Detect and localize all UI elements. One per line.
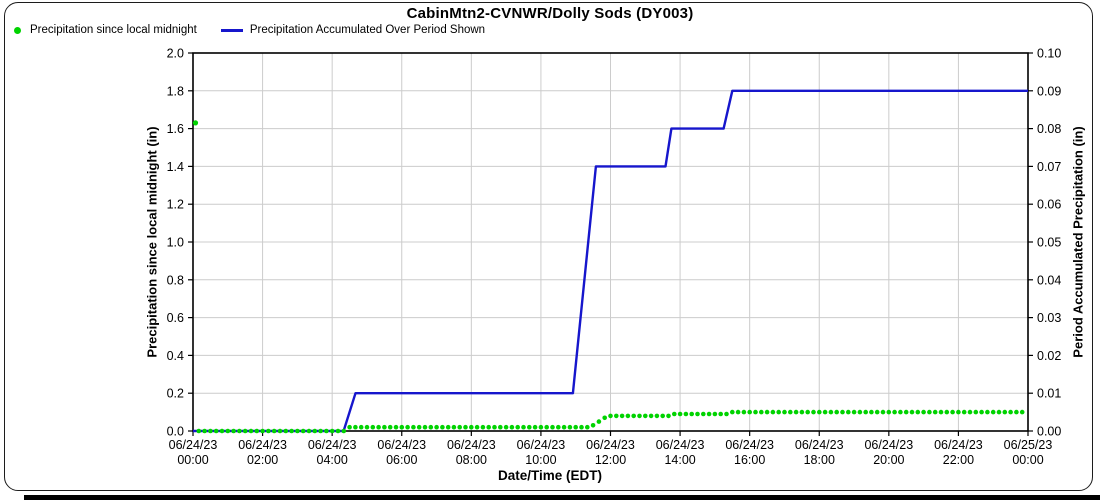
- svg-text:06/24/23: 06/24/23: [795, 438, 844, 452]
- accumulated-precip-line: [193, 89, 1028, 433]
- svg-text:06/24/23: 06/24/23: [656, 438, 705, 452]
- svg-text:14:00: 14:00: [664, 453, 695, 467]
- svg-text:0.09: 0.09: [1037, 84, 1061, 98]
- svg-text:22:00: 22:00: [943, 453, 974, 467]
- green-dot-icon: [14, 26, 21, 34]
- x-axis-label: Date/Time (EDT): [497, 468, 603, 483]
- svg-text:06/24/23: 06/24/23: [308, 438, 357, 452]
- legend-label-since-midnight: Precipitation since local midnight: [30, 24, 197, 36]
- svg-text:1.0: 1.0: [167, 236, 184, 250]
- gridlines: [193, 53, 1028, 431]
- svg-text:0.08: 0.08: [1037, 122, 1061, 136]
- svg-text:0.05: 0.05: [1037, 236, 1061, 250]
- y-right-tick-labels: 0.00 0.01 0.02 0.03 0.04 0.05 0.06 0.07 0.08 0.09…: [1037, 47, 1061, 439]
- svg-text:06/24/23: 06/24/23: [934, 438, 983, 452]
- svg-text:00:00: 00:00: [177, 453, 208, 467]
- svg-text:0.03: 0.03: [1037, 311, 1061, 325]
- svg-text:1.6: 1.6: [167, 122, 184, 136]
- chart-frame: [4, 2, 1093, 491]
- svg-text:06/24/23: 06/24/23: [169, 438, 218, 452]
- svg-text:16:00: 16:00: [734, 453, 765, 467]
- svg-text:06:00: 06:00: [386, 453, 417, 467]
- svg-text:1.8: 1.8: [167, 84, 184, 98]
- svg-text:1.2: 1.2: [167, 198, 184, 212]
- svg-text:06/24/23: 06/24/23: [238, 438, 287, 452]
- svg-text:12:00: 12:00: [595, 453, 626, 467]
- midnight-outlier-dot: [192, 120, 199, 126]
- y-left-tick-labels: 0.0 0.2 0.4 0.6 0.8 1.0 1.2 1.4 1.6 1.8 2.0: [167, 47, 184, 439]
- svg-text:0.07: 0.07: [1037, 160, 1061, 174]
- legend: Precipitation since local midnight Preci…: [12, 24, 485, 36]
- svg-text:06/24/23: 06/24/23: [377, 438, 426, 452]
- svg-text:06/24/23: 06/24/23: [725, 438, 774, 452]
- svg-text:0.02: 0.02: [1037, 349, 1061, 363]
- svg-text:06/25/23: 06/25/23: [1004, 438, 1053, 452]
- svg-text:0.6: 0.6: [167, 311, 184, 325]
- svg-text:04:00: 04:00: [317, 453, 348, 467]
- svg-text:06/24/23: 06/24/23: [517, 438, 566, 452]
- svg-text:0.10: 0.10: [1037, 47, 1061, 61]
- svg-text:0.8: 0.8: [167, 273, 184, 287]
- svg-text:1.4: 1.4: [167, 160, 184, 174]
- since-midnight-dots: [192, 120, 1025, 434]
- svg-text:0.01: 0.01: [1037, 387, 1061, 401]
- svg-text:0.2: 0.2: [167, 387, 184, 401]
- svg-text:06/24/23: 06/24/23: [447, 438, 496, 452]
- x-tick-labels: 06/24/2300:0006/24/2302:0006/24/2304:000…: [169, 438, 1053, 467]
- svg-text:0.06: 0.06: [1037, 198, 1061, 212]
- blue-line-icon: [220, 28, 243, 32]
- chart-title: CabinMtn2-CVNWR/Dolly Sods (DY003): [406, 5, 694, 22]
- axis-ticks: [188, 52, 1033, 436]
- svg-text:0.4: 0.4: [167, 349, 184, 363]
- svg-text:20:00: 20:00: [873, 453, 904, 467]
- svg-text:2.0: 2.0: [167, 47, 184, 61]
- svg-text:10:00: 10:00: [525, 453, 556, 467]
- svg-text:06/24/23: 06/24/23: [586, 438, 635, 452]
- svg-text:06/24/23: 06/24/23: [864, 438, 913, 452]
- svg-text:0.0: 0.0: [167, 425, 184, 439]
- svg-text:02:00: 02:00: [247, 453, 278, 467]
- svg-text:0.04: 0.04: [1037, 273, 1061, 287]
- legend-label-accumulated: Precipitation Accumulated Over Period Sh…: [249, 24, 486, 36]
- legend-item-accumulated: Precipitation Accumulated Over Period Sh…: [197, 24, 485, 36]
- window-bottom-edge: [24, 495, 1100, 500]
- legend-item-since-midnight: Precipitation since local midnight: [12, 24, 197, 36]
- svg-text:0.00: 0.00: [1037, 425, 1061, 439]
- svg-text:18:00: 18:00: [804, 453, 835, 467]
- svg-text:00:00: 00:00: [1012, 453, 1043, 467]
- svg-text:08:00: 08:00: [456, 453, 487, 467]
